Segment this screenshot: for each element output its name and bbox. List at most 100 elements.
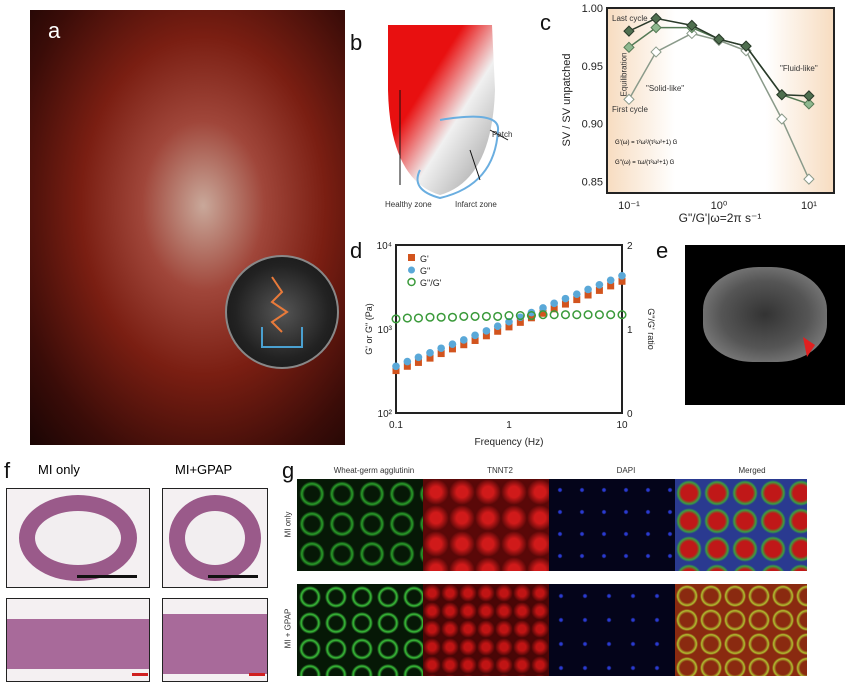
data-point bbox=[686, 19, 698, 32]
legend-label: G" bbox=[420, 266, 430, 276]
data-point bbox=[505, 317, 513, 326]
x-tick-label: 10 bbox=[616, 420, 628, 431]
legend-marker bbox=[408, 254, 415, 261]
row-label-mi-gpap: MI + GPAP bbox=[283, 608, 293, 649]
loss-modulus-equation: G''(ω) = τω/(τ²ω²+1) G bbox=[615, 160, 675, 166]
data-point bbox=[504, 311, 514, 321]
ct-scan-image bbox=[685, 245, 845, 405]
legend-label: G"/G' bbox=[420, 278, 442, 288]
data-point bbox=[550, 305, 558, 313]
data-point bbox=[584, 291, 592, 299]
data-point bbox=[686, 27, 698, 40]
data-point bbox=[459, 336, 468, 344]
y-tick-label: 0.90 bbox=[582, 119, 603, 131]
data-point bbox=[494, 327, 502, 335]
data-point bbox=[403, 357, 412, 366]
data-point bbox=[618, 277, 626, 285]
x-tick-label: 1 bbox=[506, 420, 512, 431]
circuit-inset-icon bbox=[225, 255, 339, 369]
data-point bbox=[539, 309, 547, 317]
data-point bbox=[413, 313, 423, 323]
data-point bbox=[650, 12, 662, 25]
data-point bbox=[426, 349, 434, 357]
data-point bbox=[623, 41, 635, 54]
chart-c: 10⁻¹ 10⁰ 10¹ 0.85 0.90 0.95 1.00 G"/G'|ω=2π s⁻¹… bbox=[561, 3, 835, 225]
x-axis-label: G"/G'|ω=2π s⁻¹ bbox=[679, 211, 762, 225]
data-point bbox=[607, 282, 615, 290]
histology-mi-gpap-zoom bbox=[162, 598, 268, 682]
panel-label-c: c bbox=[540, 10, 551, 35]
data-point bbox=[584, 285, 592, 294]
data-point bbox=[414, 353, 423, 362]
data-point bbox=[436, 312, 446, 322]
x-tick-label: 10⁻¹ bbox=[618, 200, 640, 212]
data-point bbox=[526, 311, 536, 321]
data-point bbox=[550, 299, 558, 308]
data-point bbox=[471, 336, 479, 344]
image-dapi-mi-gpap bbox=[549, 584, 681, 676]
data-point bbox=[549, 310, 559, 320]
legend-label: G' bbox=[420, 254, 429, 264]
histology-mi-only-zoom bbox=[6, 598, 150, 682]
histology-mi-gpap-full bbox=[162, 488, 268, 588]
data-point bbox=[606, 310, 616, 320]
data-point bbox=[437, 350, 445, 358]
x-tick-label: 0.1 bbox=[389, 420, 403, 431]
y2-axis-label: G"/G' ratio bbox=[646, 308, 656, 349]
column-header-tnnt2: TNNT2 bbox=[487, 466, 513, 475]
data-point bbox=[414, 358, 422, 366]
y-tick-label: 10² bbox=[378, 409, 393, 420]
data-point bbox=[618, 271, 626, 280]
data-point bbox=[448, 345, 456, 353]
image-tnnt2-mi-gpap bbox=[423, 584, 555, 676]
data-point bbox=[515, 311, 525, 321]
row-label-mi-only: MI only bbox=[283, 511, 293, 538]
heart-photo bbox=[30, 10, 345, 445]
data-point bbox=[803, 90, 815, 102]
data-point bbox=[527, 314, 535, 322]
data-point bbox=[595, 286, 603, 294]
data-point bbox=[481, 311, 491, 321]
image-merged-mi-gpap bbox=[675, 584, 807, 676]
first-cycle-label: First cycle bbox=[612, 105, 648, 114]
data-point bbox=[572, 290, 581, 298]
data-point bbox=[437, 344, 445, 353]
patch-label: Patch bbox=[492, 130, 513, 139]
data-point bbox=[516, 318, 524, 326]
data-point bbox=[650, 46, 662, 58]
data-point bbox=[493, 322, 502, 330]
data-point bbox=[448, 340, 457, 348]
healthy-zone-label: Healthy zone bbox=[385, 200, 432, 209]
image-tnnt2-mi-only bbox=[423, 479, 555, 571]
solid-like-label: "Solid-like" bbox=[646, 84, 685, 93]
storage-modulus-equation: G'(ω) = τ²ω²/(τ²ω²+1) G bbox=[615, 140, 678, 146]
y-tick-label: 0.95 bbox=[582, 61, 603, 73]
panel-label-f: f bbox=[4, 458, 11, 483]
data-point bbox=[460, 341, 468, 349]
y-axis-label: SV / SV unpatched bbox=[561, 54, 573, 147]
column-header-wga: Wheat-germ agglutinin bbox=[333, 466, 415, 475]
data-point bbox=[572, 310, 582, 320]
data-point bbox=[776, 113, 788, 125]
data-point bbox=[403, 362, 411, 370]
data-point bbox=[391, 314, 401, 324]
image-wga-mi-only bbox=[297, 479, 429, 571]
image-wga-mi-gpap bbox=[297, 584, 429, 676]
y2-tick-label: 0 bbox=[627, 409, 633, 420]
y2-tick-label: 2 bbox=[627, 241, 633, 252]
data-point bbox=[594, 310, 604, 320]
panel-label-a: a bbox=[48, 18, 61, 43]
data-point bbox=[471, 331, 479, 340]
data-point bbox=[392, 362, 400, 371]
data-point bbox=[617, 310, 627, 320]
data-point bbox=[650, 21, 662, 34]
data-point bbox=[560, 310, 571, 320]
column-header-dapi: DAPI bbox=[616, 466, 636, 475]
data-point bbox=[740, 40, 752, 52]
heart-schematic bbox=[388, 25, 509, 200]
image-merged-mi-only bbox=[675, 479, 807, 571]
histology-mi-only-full bbox=[6, 488, 150, 588]
data-point bbox=[527, 308, 536, 317]
data-point bbox=[493, 311, 503, 321]
